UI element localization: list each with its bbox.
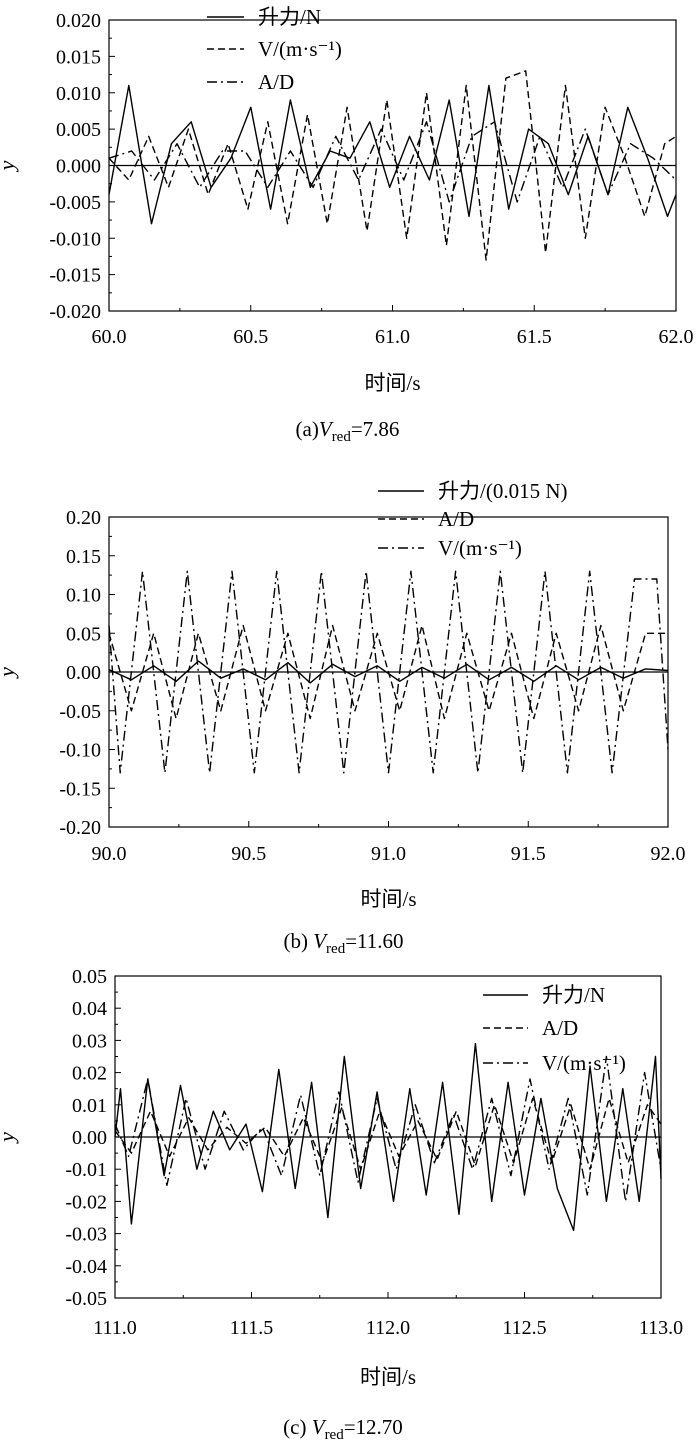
y-tick-label: 0.10: [66, 585, 101, 607]
x-tick-label: 91.5: [511, 843, 546, 865]
legend-label: V/(m·s⁻¹): [542, 1051, 626, 1075]
caption-subscript: red: [325, 1427, 345, 1443]
legend-label: 升力/N: [542, 983, 605, 1007]
caption-value: =7.86: [351, 417, 400, 441]
caption-symbol: V: [319, 417, 334, 441]
series-line-1: [114, 1042, 662, 1232]
caption-value: =11.60: [345, 929, 403, 953]
x-tick-label: 91.0: [371, 843, 406, 865]
y-tick-label: -0.02: [65, 1191, 107, 1213]
series-line-1: [108, 84, 677, 225]
y-tick-label: -0.10: [59, 740, 101, 762]
y-tick-label: 0.015: [56, 46, 101, 68]
y-tick-label: -0.20: [59, 817, 101, 839]
caption-prefix: (b): [283, 929, 313, 953]
y-tick-label: 0.00: [72, 1127, 107, 1149]
legend-label: V/(m·s⁻¹): [258, 37, 342, 61]
caption-prefix: (a): [296, 417, 319, 441]
y-tick-label: -0.15: [59, 778, 101, 800]
x-tick-label: 92.0: [651, 843, 686, 865]
y-tick-label: -0.005: [49, 192, 101, 214]
y-tick-label: -0.010: [49, 228, 101, 250]
series-line-2: [108, 70, 677, 261]
caption-symbol: V: [313, 929, 328, 953]
y-tick-label: 0.20: [66, 507, 101, 529]
caption-subscript: red: [326, 941, 346, 957]
y-tick-label: 0.005: [56, 119, 101, 141]
y-tick-label: 0.02: [72, 1063, 107, 1085]
y-tick-label: 0.03: [72, 1030, 107, 1052]
y-tick-label: -0.03: [65, 1224, 107, 1246]
series-line-3: [108, 570, 669, 774]
x-tick-label: 90.5: [231, 843, 266, 865]
x-tick-label: 90.0: [92, 843, 127, 865]
series-line-2: [114, 1097, 662, 1170]
y-tick-label: 0.15: [66, 546, 101, 568]
x-tick-label: 112.0: [366, 1317, 410, 1339]
y-axis-label: y: [0, 667, 19, 679]
y-tick-label: 0.010: [56, 83, 101, 105]
chart-panel-c: 111.0 111.5 112.0 112.5 113.0 0.05 0.04 0.03 0.0…: [0, 966, 683, 1443]
y-axis-label: y: [0, 1132, 19, 1144]
x-axis-label: 时间/s: [360, 1365, 416, 1389]
legend: 升力/N V/(m·s⁻¹) A/D: [207, 5, 342, 94]
y-tick-label: -0.015: [49, 265, 101, 287]
x-tick-label: 113.0: [639, 1317, 683, 1339]
x-axis-label: 时间/s: [360, 887, 416, 911]
legend-label: 升力/N: [258, 5, 321, 29]
x-axis-label: 时间/s: [364, 371, 420, 395]
panel-caption: (c) Vred=12.70: [283, 1415, 403, 1443]
series-group: [108, 70, 677, 261]
y-tick-label: 0.01: [72, 1095, 107, 1117]
legend-label: A/D: [258, 70, 294, 94]
caption-symbol: V: [312, 1415, 327, 1439]
x-tick-label: 60.5: [233, 326, 268, 348]
caption-subscript: red: [332, 429, 352, 445]
y-tick-label: 0.05: [72, 966, 107, 988]
panel-caption: (b) Vred=11.60: [283, 929, 403, 957]
legend-label: V/(m·s⁻¹): [438, 536, 522, 560]
x-tick-label: 111.0: [93, 1317, 137, 1339]
series-line-2: [108, 624, 668, 720]
y-tick-label: -0.020: [49, 301, 101, 323]
y-axis-label: y: [0, 160, 19, 172]
legend-label: A/D: [542, 1016, 578, 1040]
panel-caption: (a)Vred=7.86: [296, 417, 400, 445]
series-line-3: [114, 1055, 662, 1203]
caption-prefix: (c): [283, 1415, 312, 1439]
x-tick-label: 62.0: [659, 326, 694, 348]
series-group: [114, 1042, 662, 1232]
legend-label: 升力/(0.015 N): [438, 479, 568, 503]
x-tick-label: 61.5: [517, 326, 552, 348]
chart-panel-b: 90.0 90.5 91.0 91.5 92.0 0.20 0.15 0.10 0.05 0.00…: [0, 479, 686, 957]
y-tick-label: -0.05: [65, 1288, 107, 1310]
x-tick-label: 111.5: [230, 1317, 274, 1339]
caption-value: =12.70: [344, 1415, 403, 1439]
y-tick-label: 0.020: [56, 10, 101, 32]
legend-label: A/D: [438, 507, 474, 531]
y-tick-label: -0.01: [65, 1159, 107, 1181]
series-line-3: [108, 121, 677, 203]
y-tick-label: -0.04: [65, 1256, 107, 1278]
x-tick-label: 112.5: [502, 1317, 546, 1339]
y-tick-label: 0.00: [66, 662, 101, 684]
y-tick-label: 0.000: [56, 156, 101, 178]
y-tick-label: 0.05: [66, 623, 101, 645]
legend: 升力/(0.015 N) A/D V/(m·s⁻¹): [378, 479, 568, 560]
y-tick-label: -0.05: [59, 701, 101, 723]
chart-panel-a: 60.0 60.5 61.0 61.5 62.0 0.020 0.015 0.010 0.005…: [0, 5, 694, 445]
x-tick-label: 61.0: [375, 326, 410, 348]
series-group: [108, 570, 669, 774]
legend: 升力/N A/D V/(m·s⁻¹): [483, 983, 626, 1075]
x-tick-label: 60.0: [92, 326, 127, 348]
y-tick-label: 0.04: [72, 998, 107, 1020]
